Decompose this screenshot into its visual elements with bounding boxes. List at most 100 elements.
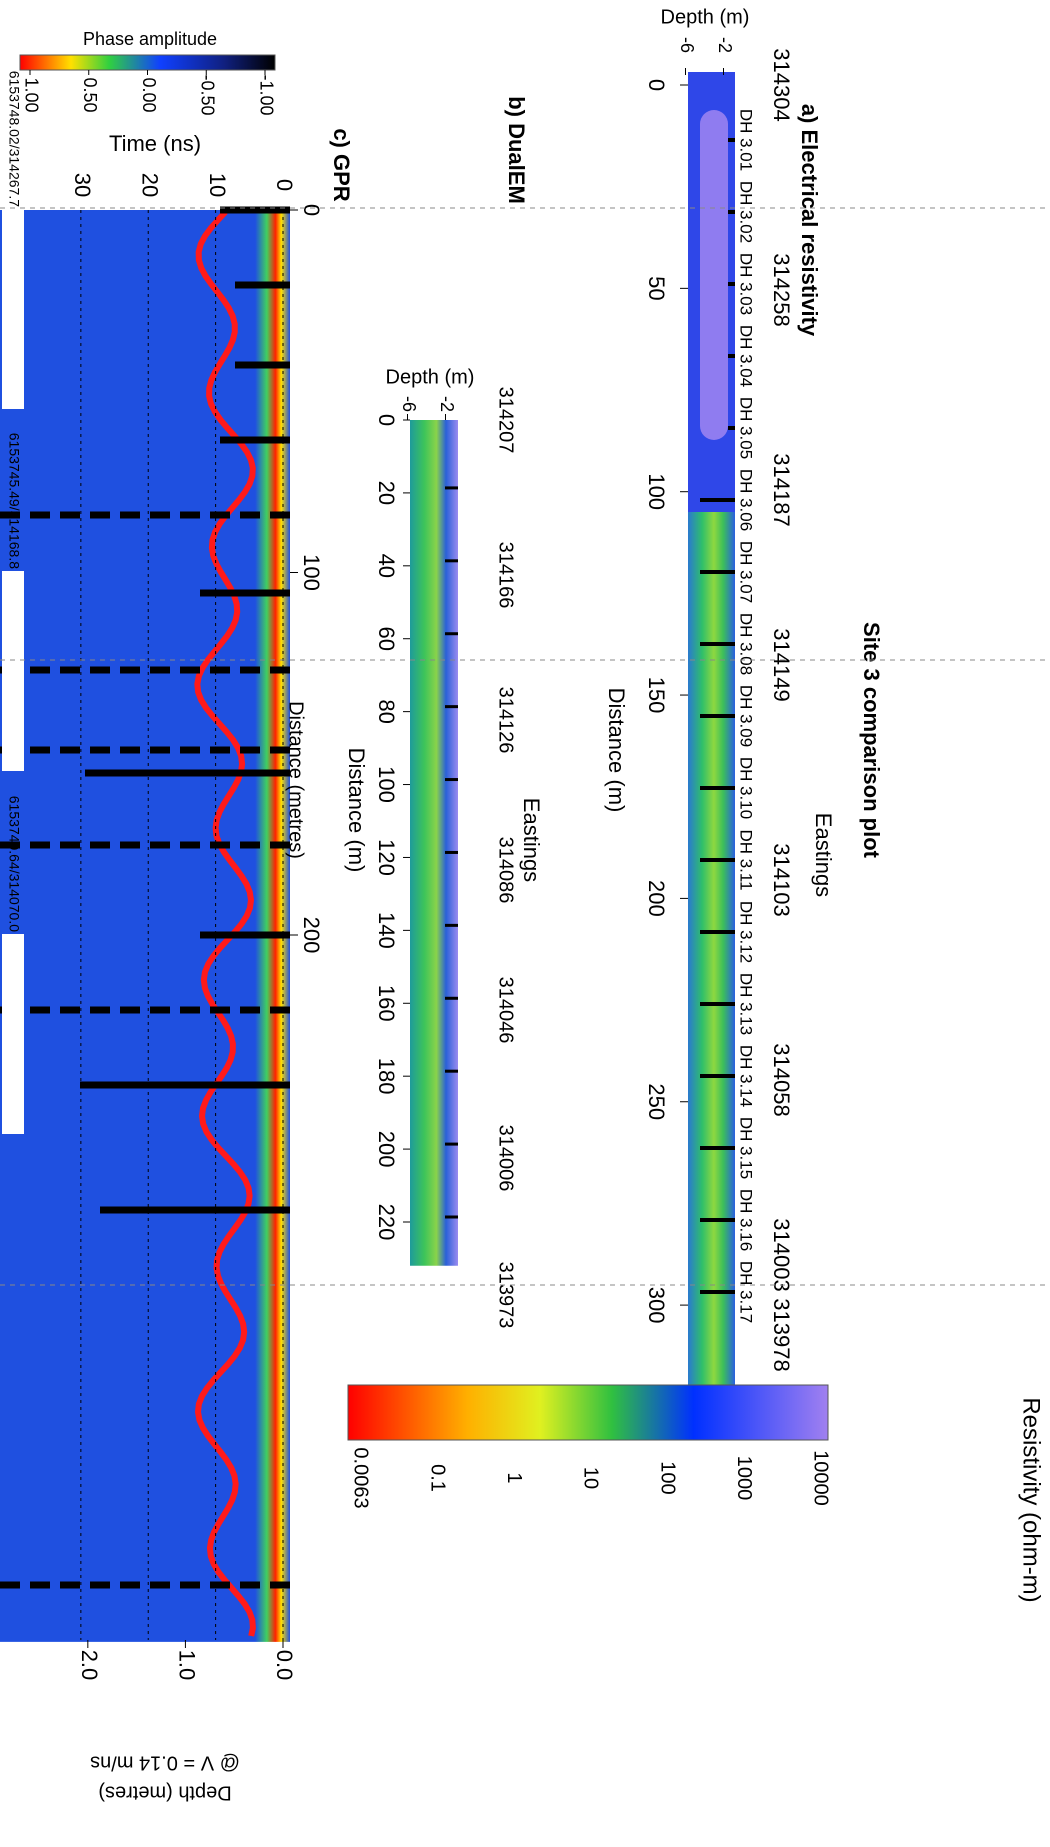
- borehole-label: DH 3.16: [737, 1189, 756, 1251]
- x-tick-label: 300: [644, 1287, 669, 1324]
- x-tick-label: 250: [644, 1083, 669, 1120]
- x-axis-label: Distance (metres): [285, 701, 307, 859]
- x-tick-label: 160: [374, 985, 399, 1022]
- depth-tick-label: -6: [399, 396, 419, 412]
- colorbar-tick-label: -0.50: [198, 74, 218, 115]
- depth-tick-label: -2: [715, 37, 735, 53]
- easting-label: 314046: [495, 977, 517, 1044]
- depth-tick-label: 0.0: [272, 1650, 297, 1681]
- colorbar-tick-label: 0.0063: [350, 1447, 372, 1508]
- borehole-label: DH 3.09: [737, 685, 756, 747]
- borehole-label: DH 3.17: [737, 1261, 756, 1323]
- time-tick-label: 30: [70, 173, 95, 197]
- coordinate-label: 6153745.49/314168.8: [6, 433, 22, 569]
- borehole-label: DH 3.01: [737, 109, 756, 171]
- x-tick-label: 80: [374, 699, 399, 723]
- easting-label: 314207: [495, 387, 517, 454]
- time-tick-label: 20: [137, 173, 162, 197]
- easting-label: 314304: [769, 48, 794, 121]
- colorbar-tick-label: 10000: [810, 1450, 832, 1506]
- easting-label: 313978: [769, 1298, 794, 1371]
- gpr-section: [0, 210, 290, 1642]
- borehole-label: DH 3.14: [737, 1045, 756, 1107]
- x-tick-label: 140: [374, 912, 399, 949]
- colorbar: [347, 1384, 829, 1441]
- velocity-note: @ V = 0.14 m/ns: [90, 1752, 240, 1774]
- eastings-label: Eastings: [811, 813, 836, 897]
- gpr-pick-line: [194, 209, 256, 1637]
- eastings-label: Eastings: [519, 798, 544, 882]
- colorbar-tick-label: 1: [503, 1472, 525, 1483]
- panel-title: a) Electrical resistivity: [797, 104, 822, 337]
- colorbar: [19, 54, 276, 71]
- coordinate-label: 6153748.02/314267.7: [6, 71, 22, 207]
- x-tick-label: 0: [374, 414, 399, 426]
- borehole-label: DH 3.10: [737, 757, 756, 819]
- depth-label: Depth (m): [661, 6, 750, 28]
- x-axis-label: Distance (m): [344, 748, 369, 873]
- colorbar-tick-label: 1.00: [21, 77, 41, 112]
- colorbar-title: Resistivity (ohm-m): [1018, 1397, 1045, 1602]
- x-tick-label: 180: [374, 1058, 399, 1095]
- resistivity-blob: [700, 110, 728, 440]
- easting-label: 314006: [495, 1125, 517, 1192]
- x-tick-label: 50: [644, 276, 669, 300]
- borehole-label: DH 3.05: [737, 397, 756, 459]
- depth-tick-label: 2.0: [77, 1650, 102, 1681]
- easting-label: 314058: [769, 1043, 794, 1116]
- borehole-label: DH 3.06: [737, 469, 756, 531]
- time-tick-label: 10: [205, 173, 230, 197]
- coord-bg: [2, 209, 24, 409]
- coordinate-label: 6153740.64/314070.0: [6, 796, 22, 932]
- colorbar-tick-label: 1000: [733, 1456, 755, 1501]
- x-axis-label: Distance (m): [604, 688, 629, 813]
- x-tick-label: 100: [374, 766, 399, 803]
- colorbar-tick-label: 0.50: [80, 77, 100, 112]
- colorbar-tick-label: -1.00: [256, 74, 276, 115]
- easting-label: 314149: [769, 628, 794, 701]
- easting-label: 314258: [769, 253, 794, 326]
- time-axis-label: Time (ns): [109, 131, 201, 156]
- depth-tick-label: 1.0: [175, 1650, 200, 1681]
- panel-title: b) DualEM: [504, 96, 529, 204]
- x-tick-label: 0: [644, 79, 669, 91]
- borehole-label: DH 3.08: [737, 613, 756, 675]
- colorbar-tick-label: 10: [580, 1467, 602, 1489]
- borehole-label: DH 3.12: [737, 901, 756, 963]
- borehole-label: DH 3.07: [737, 541, 756, 603]
- x-tick-label: 0: [299, 204, 324, 216]
- depth-label: Depth (m): [386, 366, 475, 388]
- x-tick-label: 120: [374, 839, 399, 876]
- easting-label: 314003: [769, 1218, 794, 1291]
- easting-label: 314103: [769, 843, 794, 916]
- colorbar-tick-label: 0.00: [139, 77, 159, 112]
- colorbar-title: Phase amplitude: [83, 29, 217, 49]
- dualem-section: [410, 420, 458, 1266]
- borehole-label: DH 3.13: [737, 973, 756, 1035]
- borehole-label: DH 3.04: [737, 325, 756, 387]
- time-tick-label: 0: [272, 179, 297, 191]
- easting-label: 314126: [495, 687, 517, 754]
- easting-label: 313973: [495, 1262, 517, 1329]
- depth-tick-label: -6: [677, 37, 697, 53]
- x-tick-label: 100: [644, 473, 669, 510]
- x-tick-label: 200: [644, 880, 669, 917]
- easting-label: 314086: [495, 837, 517, 904]
- x-tick-label: 20: [374, 481, 399, 505]
- x-tick-label: 200: [299, 917, 324, 954]
- borehole-label: DH 3.02: [737, 181, 756, 243]
- easting-label: 314187: [769, 453, 794, 526]
- x-tick-label: 200: [374, 1131, 399, 1168]
- depth-axis-label: Depth (metres): [98, 1782, 231, 1804]
- easting-label: 314166: [495, 542, 517, 609]
- plot-layer: Site 3 comparison plot a) Electrical resi…: [0, 6, 1050, 1804]
- x-tick-label: 60: [374, 626, 399, 650]
- borehole-label: DH 3.03: [737, 253, 756, 315]
- x-tick-label: 150: [644, 677, 669, 714]
- coord-bg: [2, 934, 24, 1134]
- x-tick-label: 100: [299, 554, 324, 591]
- x-tick-label: 220: [374, 1204, 399, 1241]
- colorbar-tick-label: 100: [656, 1461, 678, 1494]
- figure-title: Site 3 comparison plot: [859, 622, 884, 859]
